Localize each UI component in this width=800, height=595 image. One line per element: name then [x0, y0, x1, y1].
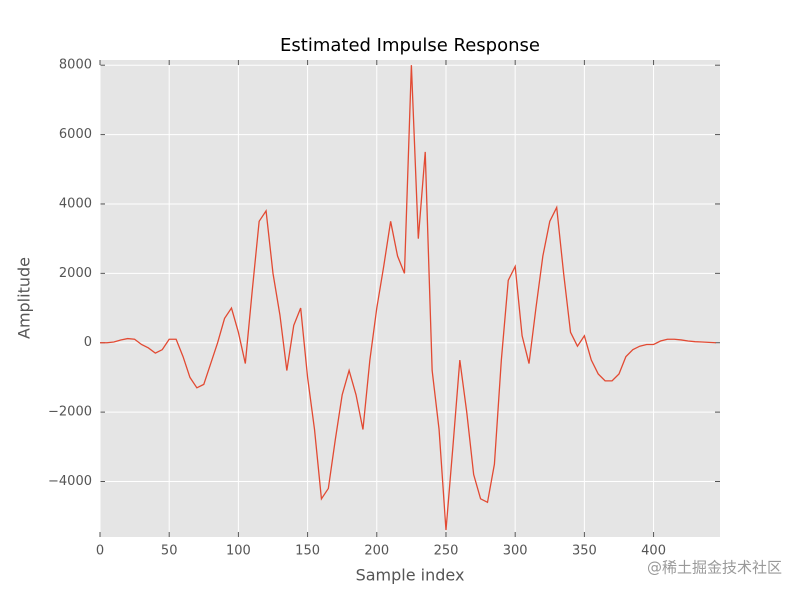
- data-line: [100, 65, 716, 531]
- plot-area: [100, 60, 720, 537]
- y-axis-label: Amplitude: [15, 257, 34, 339]
- x-tick-label: 250: [434, 544, 459, 559]
- x-tick-label: 100: [226, 544, 251, 559]
- x-tick-label: 150: [295, 544, 320, 559]
- x-tick-label: 300: [503, 544, 528, 559]
- y-tick-label: 2000: [59, 266, 92, 281]
- y-tick-label: 6000: [59, 127, 92, 142]
- y-tick-label: −4000: [48, 474, 92, 489]
- x-tick-label: 0: [96, 544, 104, 559]
- chart-title: Estimated Impulse Response: [280, 35, 540, 56]
- x-tick-label: 350: [572, 544, 597, 559]
- x-tick-label: 400: [641, 544, 666, 559]
- y-tick-label: −2000: [48, 405, 92, 420]
- x-axis-label: Sample index: [356, 566, 465, 585]
- y-tick-label: 0: [84, 335, 92, 350]
- y-tick-label: 8000: [59, 58, 92, 73]
- x-tick-label: 50: [161, 544, 178, 559]
- watermark: @稀土掘金技术社区: [647, 559, 782, 577]
- x-tick-label: 200: [364, 544, 389, 559]
- y-tick-label: 4000: [59, 196, 92, 211]
